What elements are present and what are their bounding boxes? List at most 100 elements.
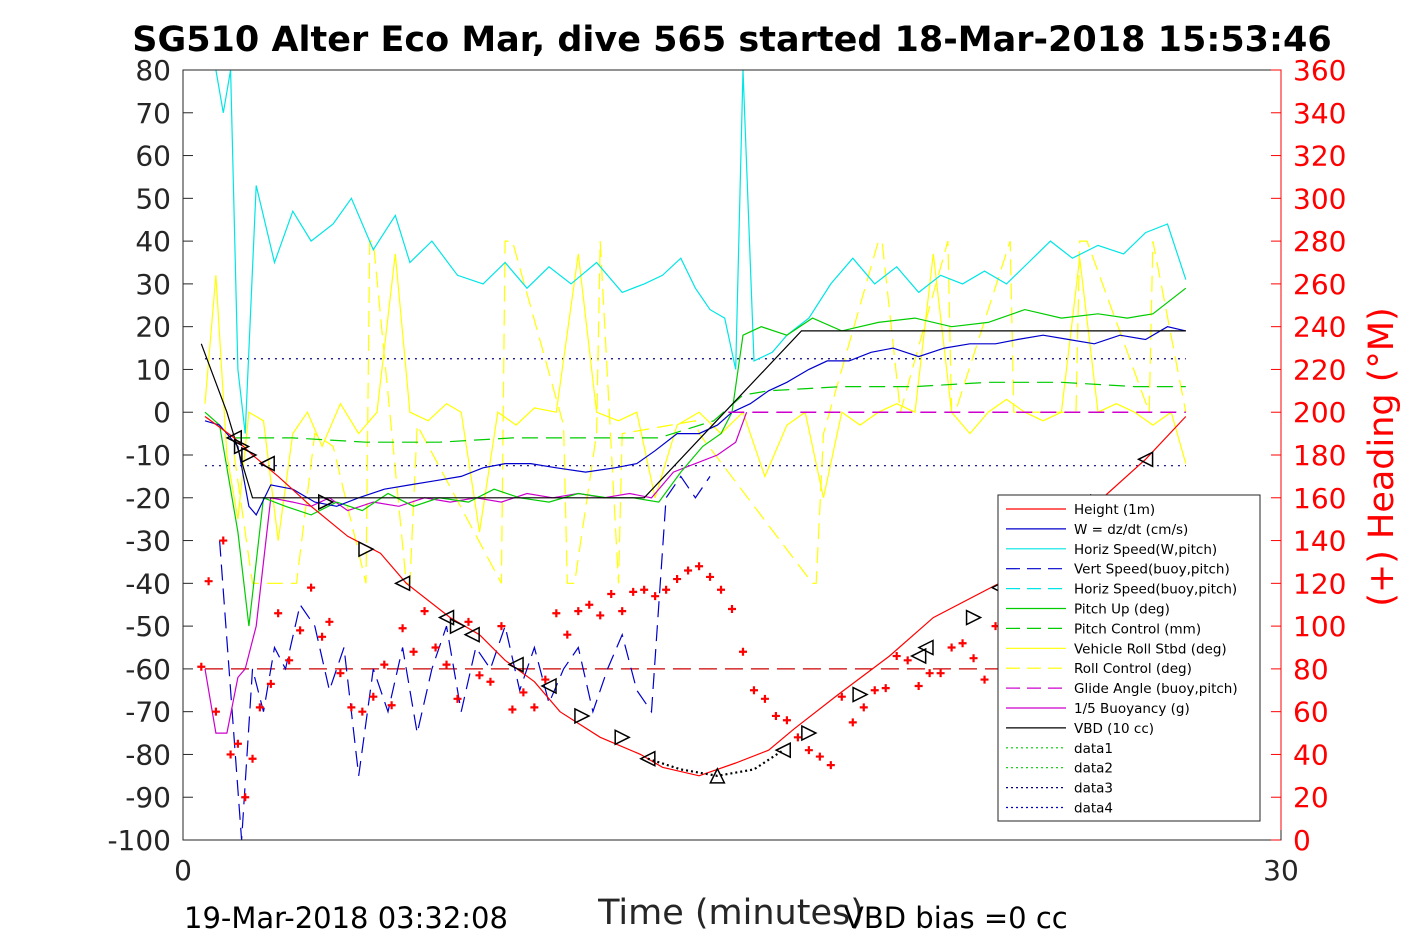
heading-point [318,632,327,641]
right-tick-label: 40 [1293,738,1329,771]
heading-point [255,703,264,712]
left-tick-label: 80 [135,54,171,87]
right-tick-label: 200 [1293,396,1346,429]
heading-point [296,626,305,635]
heading-point [958,639,967,648]
heading-point [307,583,316,592]
heading-point [662,585,671,594]
plot-area [183,70,1281,840]
triangle-marker [437,609,455,626]
heading-point [717,585,726,594]
left-tick-label: 30 [135,268,171,301]
triangle-marker [358,540,375,558]
legend-label: data2 [1074,761,1113,777]
triangle-marker [639,750,656,767]
heading-point [738,647,747,656]
heading-point [409,647,418,656]
series-line-pitch [204,287,1187,627]
right-tick-label: 300 [1293,182,1346,215]
legend-label: Vehicle Roll Stbd (deg) [1074,641,1227,657]
heading-point [804,746,813,755]
triangle-marker [965,609,983,626]
right-tick-label: 340 [1293,97,1346,130]
triangle-marker [258,455,275,472]
heading-point [453,694,462,703]
heading-point [749,686,758,695]
heading-point [892,652,901,661]
right-tick-label: 220 [1293,353,1346,386]
heading-point [695,562,704,571]
heading-point [881,684,890,693]
heading-point [431,643,440,652]
heading-point [728,605,736,613]
triangle-marker [852,686,869,703]
triangle-marker [709,767,726,784]
series-line-roll_ctl [233,240,1187,584]
left-tick-label: 10 [135,353,171,386]
right-tick-label: 20 [1293,781,1329,814]
heading-point [541,675,550,684]
heading-point [464,617,473,626]
legend-label: data3 [1074,781,1113,797]
right-tick-label: 180 [1293,439,1346,472]
axes: 80706050403020100-10-20-30-40-50-60-70-8… [107,54,1346,887]
heading-point [420,607,429,616]
bottom-left-timestamp: 19-Mar-2018 03:32:08 [184,901,508,935]
heading-point [241,793,250,802]
legend-label: Pitch Control (mm) [1074,621,1201,637]
left-tick-label: -10 [125,439,171,472]
heading-point [793,733,802,742]
legend: Height (1m) W = dz/dt (cm/s) Horiz Speed(W… [997,494,1261,822]
series-line-vert_buoy [219,475,711,840]
heading-point [837,692,846,701]
heading-point [486,677,495,686]
x-tick-label: 0 [174,854,192,887]
right-tick-label: 280 [1293,225,1346,258]
heading-point [530,703,539,712]
heading-point [369,692,378,701]
triangle-marker [449,617,467,635]
legend-label: data4 [1074,801,1113,817]
heading-point [618,607,627,616]
heading-point [706,572,715,581]
heading-point [596,611,605,620]
left-tick-label: 0 [153,396,171,429]
triangle-marker [801,724,818,742]
heading-point [760,694,769,703]
legend-label: VBD (10 cc) [1074,721,1154,737]
left-tick-label: -30 [125,525,171,558]
triangle-marker [540,677,557,695]
legend-label: Glide Angle (buoy,pitch) [1074,681,1238,697]
heading-point [903,656,912,665]
right-tick-label: 0 [1293,824,1311,857]
heading-point [508,705,517,714]
left-tick-label: 40 [135,225,171,258]
series-line-w [204,326,1186,516]
heading-point [285,656,294,665]
triangle-marker [917,639,934,656]
left-tick-label: -50 [125,610,171,643]
x-axis-label: Time (minutes) [597,893,864,933]
apogee-dotted-segment [647,749,784,777]
left-tick-label: 70 [135,97,171,130]
triangle-marker [241,446,258,464]
right-tick-label: 160 [1293,482,1346,515]
triangle-marker [614,729,631,746]
heading-point [248,754,257,763]
heading-point [211,707,220,716]
heading-point [629,587,638,596]
heading-point [936,669,945,678]
heading-point [771,711,780,720]
heading-point [585,600,594,609]
right-tick-label: 60 [1293,696,1329,729]
right-tick-label: 140 [1293,525,1346,558]
right-tick-label: 120 [1293,567,1346,600]
heading-point [226,750,235,759]
right-tick-label: 80 [1293,653,1329,686]
right-tick-label: 100 [1293,610,1346,643]
x-tick-label: 30 [1263,854,1299,887]
triangle-marker [1136,451,1154,468]
heading-point [848,718,857,727]
legend-label: Roll Control (deg) [1074,661,1192,677]
left-tick-label: 60 [135,140,171,173]
